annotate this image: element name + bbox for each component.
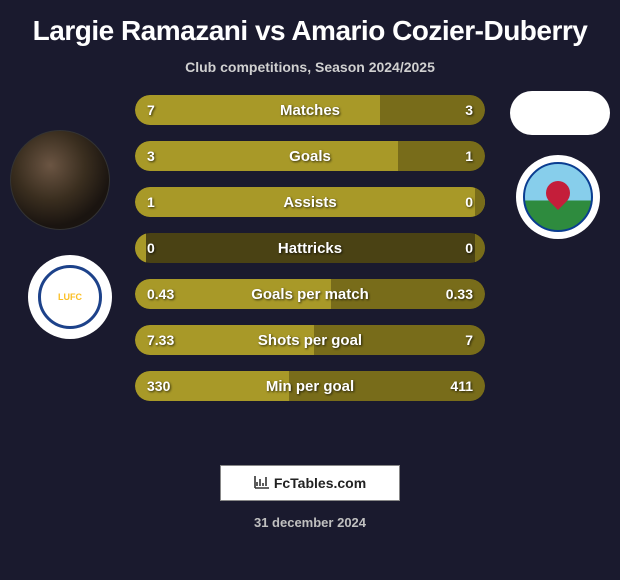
stat-value-right: 0.33 [446,286,473,302]
stat-value-right: 411 [450,378,473,394]
rose-icon [541,176,575,210]
stat-value-left: 3 [147,148,155,164]
stat-label: Min per goal [266,378,354,395]
stat-row: 0.43 Goals per match 0.33 [135,279,485,309]
stat-label: Goals [289,148,331,165]
stat-row: 1 Assists 0 [135,187,485,217]
stat-value-left: 7.33 [147,332,174,348]
subtitle: Club competitions, Season 2024/2025 [0,59,620,75]
stat-value-left: 0 [147,240,155,256]
stat-row: 0 Hattricks 0 [135,233,485,263]
content-area: LUFC 7 Matches 3 3 Goals 1 1 Assists 0 0 Hattricks… [0,95,620,445]
stat-row: 330 Min per goal 411 [135,371,485,401]
site-badge[interactable]: FcTables.com [220,465,400,501]
chart-icon [254,475,270,492]
comparison-card: Largie Ramazani vs Amario Cozier-Duberry… [0,0,620,580]
stat-row: 7 Matches 3 [135,95,485,125]
leeds-badge-icon: LUFC [38,265,102,329]
stat-value-right: 3 [465,102,473,118]
stat-bar-left [135,233,146,263]
stat-value-right: 1 [465,148,473,164]
stat-value-right: 0 [465,194,473,210]
stat-value-left: 0.43 [147,286,174,302]
stat-value-left: 7 [147,102,155,118]
stat-value-right: 7 [465,332,473,348]
blackburn-badge-icon [523,162,593,232]
player-left-club-badge: LUFC [28,255,112,339]
stat-row: 3 Goals 1 [135,141,485,171]
stat-value-left: 330 [147,378,170,394]
page-title: Largie Ramazani vs Amario Cozier-Duberry [0,15,620,47]
player-right-club-badge [516,155,600,239]
footer-date: 31 december 2024 [0,515,620,530]
stat-value-right: 0 [465,240,473,256]
stat-label: Assists [283,194,336,211]
player-right-avatar [510,91,610,135]
stat-bar-right [475,233,486,263]
stat-row: 7.33 Shots per goal 7 [135,325,485,355]
stat-value-left: 1 [147,194,155,210]
site-name: FcTables.com [274,475,366,491]
stat-label: Shots per goal [258,332,362,349]
stat-label: Hattricks [278,240,342,257]
player-left-avatar [10,130,110,230]
stat-label: Goals per match [251,286,369,303]
stat-bar-left [135,95,380,125]
stat-label: Matches [280,102,340,119]
stat-bar-left [135,141,398,171]
stats-bars: 7 Matches 3 3 Goals 1 1 Assists 0 0 Hattricks 0 0.43… [135,95,485,401]
